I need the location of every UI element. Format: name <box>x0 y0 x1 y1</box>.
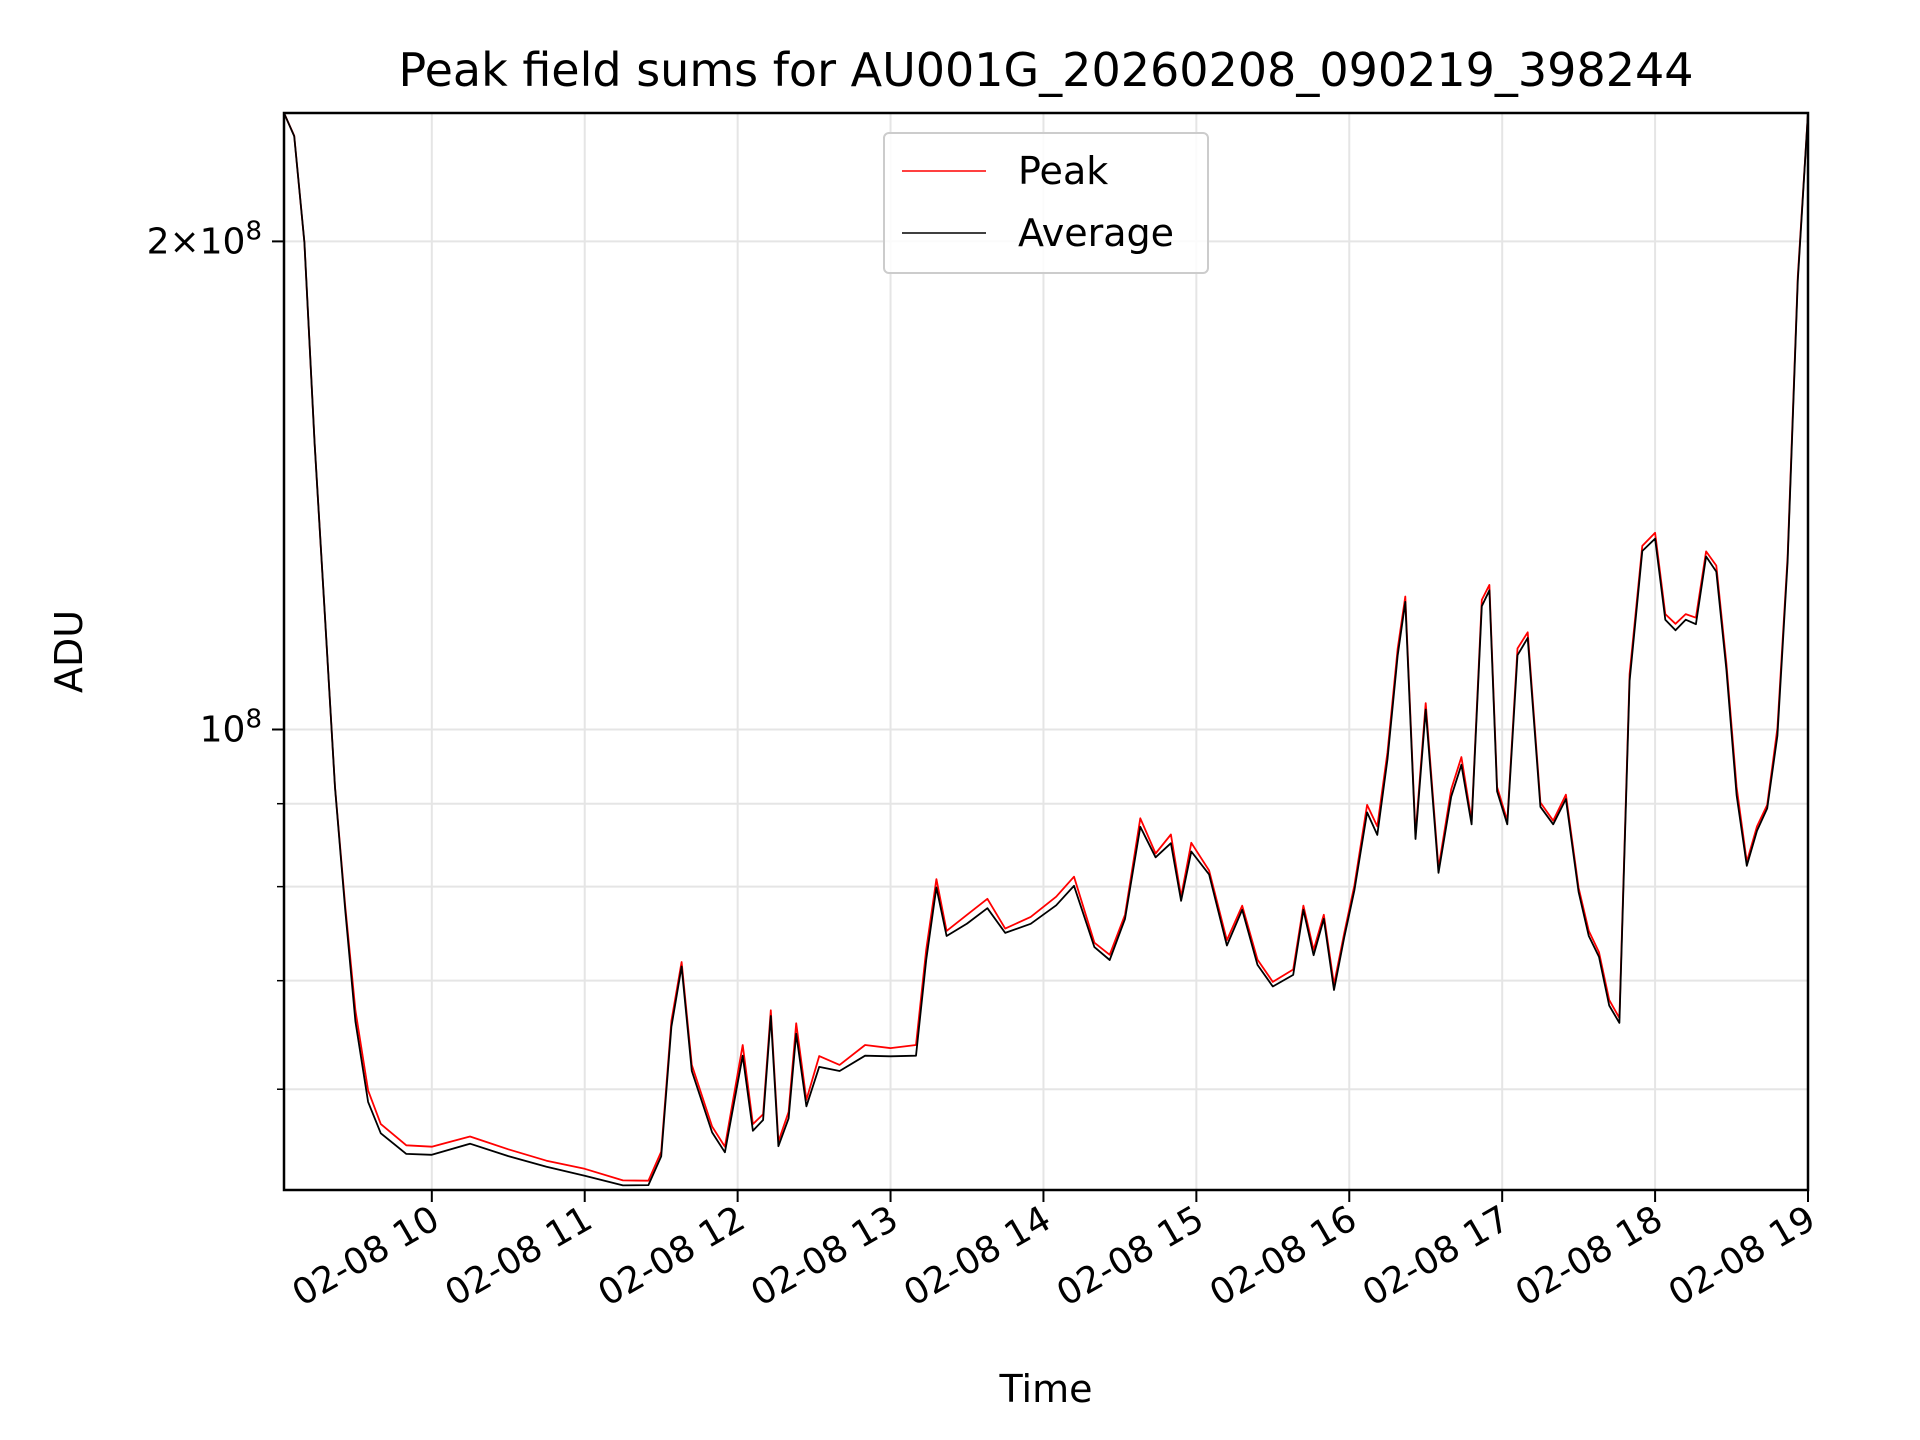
legend-label-peak: Peak <box>1018 149 1108 193</box>
y-axis-title: ADU <box>47 610 91 693</box>
chart-title: Peak field sums for AU001G_20260208_0902… <box>398 43 1693 97</box>
series-layer <box>283 112 1809 1187</box>
y-tick-label: 108 <box>200 705 262 751</box>
x-axis-title: Time <box>999 1367 1093 1411</box>
legend: Peak Average <box>883 132 1209 274</box>
series-line-average <box>283 112 1809 1187</box>
y-tick-label: 2×108 <box>147 216 262 262</box>
legend-label-average: Average <box>1018 211 1174 255</box>
plot-frame <box>282 111 1810 1192</box>
legend-box <box>883 132 1209 274</box>
